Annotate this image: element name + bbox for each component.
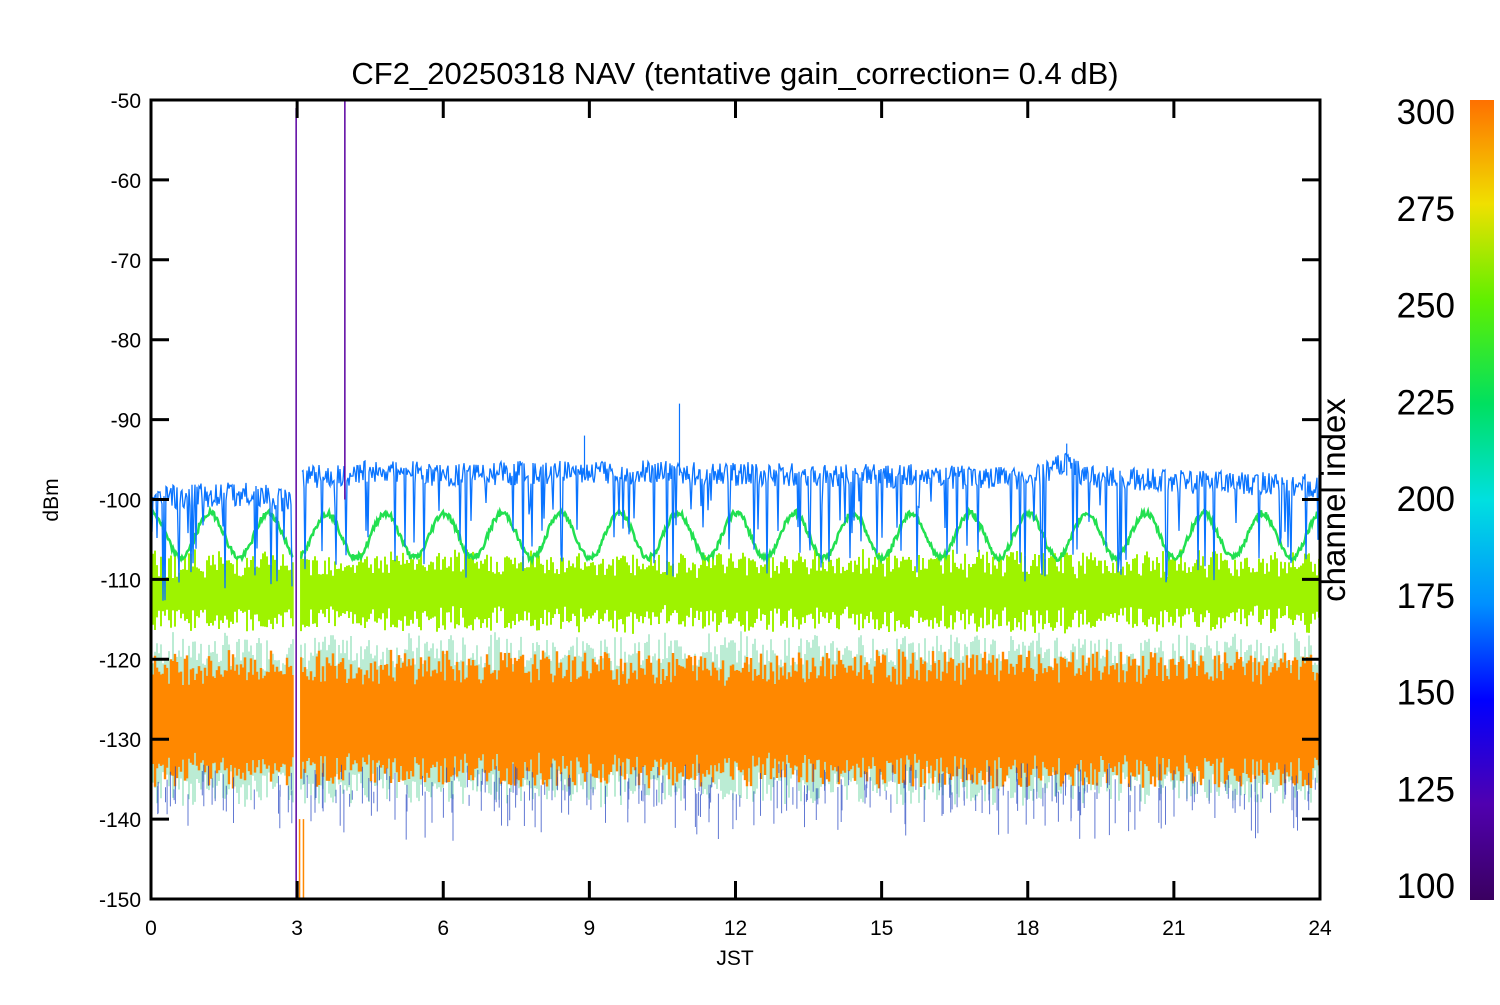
colorbar-tick-label-1: 275: [1397, 190, 1455, 229]
chart-title: CF2_20250318 NAV (tentative gain_correct…: [351, 56, 1118, 91]
y-tick-label-8: -130: [99, 729, 141, 752]
y-axis: -50 -60 -70 -80 -90 -100 -110 -120 -130 -140 -150: [99, 90, 1320, 912]
colorbar-tick-label-3: 225: [1397, 383, 1455, 422]
series-ch260: [151, 549, 1320, 634]
colorbar-tick-label-4: 200: [1397, 480, 1455, 519]
colorbar-tick-label-0: 300: [1397, 93, 1455, 132]
y-tick-label-10: -150: [99, 889, 141, 912]
x-tick-label-7: 21: [1162, 917, 1185, 940]
y-tick-label-0: -50: [111, 90, 141, 113]
x-tick-label-5: 15: [870, 917, 893, 940]
y-tick-label-7: -120: [99, 649, 141, 672]
series-ch225: [151, 505, 1320, 566]
colorbar-tick-label-7: 125: [1397, 770, 1455, 809]
plot-marks: [151, 100, 1320, 899]
x-axis-label: JST: [716, 947, 754, 970]
series-ch290: [151, 649, 1320, 789]
y-tick-label-1: -60: [111, 170, 141, 193]
y-tick-label-5: -100: [99, 490, 141, 513]
colorbar-ticks: 300 275 250 225 200 175 150 125 100: [1397, 93, 1455, 906]
y-tick-label-4: -90: [111, 410, 141, 433]
y-tick-label-2: -70: [111, 250, 141, 273]
x-tick-label-3: 9: [584, 917, 596, 940]
series-ch150: [151, 452, 1320, 601]
x-tick-label-0: 0: [145, 917, 157, 940]
colorbar-tick-label-5: 175: [1397, 577, 1455, 616]
y-tick-label-9: -140: [99, 809, 141, 832]
colorbar: [1470, 100, 1494, 900]
y-tick-label-3: -80: [111, 330, 141, 353]
colorbar-tick-label-8: 100: [1397, 867, 1455, 906]
x-tick-label-1: 3: [291, 917, 303, 940]
colorbar-tick-label-2: 250: [1397, 287, 1455, 326]
x-tick-label-6: 18: [1016, 917, 1039, 940]
colorbar-label: channel index: [1315, 398, 1352, 602]
colorbar-tick-label-6: 150: [1397, 674, 1455, 713]
y-axis-label: dBm: [40, 478, 63, 521]
y-tick-label-6: -110: [101, 569, 141, 592]
low-outliers: [157, 763, 1320, 841]
x-tick-label-4: 12: [724, 917, 747, 940]
x-axis: 0 3 6 9 12 15 18 21 24: [145, 100, 1332, 940]
x-tick-label-8: 24: [1308, 917, 1332, 940]
x-tick-label-2: 6: [437, 917, 449, 940]
